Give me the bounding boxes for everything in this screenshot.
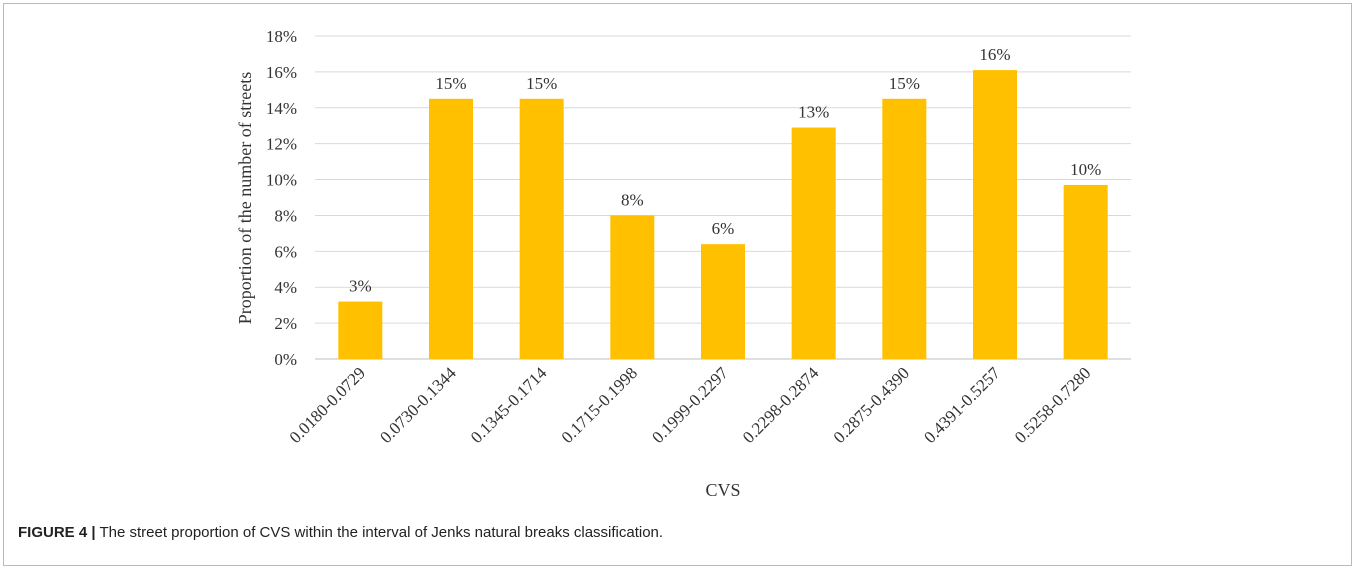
x-tick-label: 0.1715-0.1998 xyxy=(558,363,642,447)
caption-label: FIGURE 4 | xyxy=(18,524,96,541)
x-tick-label: 0.0730-0.1344 xyxy=(376,363,460,447)
bar xyxy=(882,98,927,360)
y-tick-label: 12% xyxy=(266,135,297,154)
x-axis-label: CVS xyxy=(705,480,740,500)
bar xyxy=(973,70,1017,359)
bar-chart: 0% 2% 4% 6% 8% 10% 12% 14% 16% 18% 3% 15% 15% 8% 6% 13… xyxy=(235,27,1131,500)
caption-text: The street proportion of CVS within the … xyxy=(99,524,664,541)
bar xyxy=(610,215,655,359)
bar xyxy=(429,98,473,360)
x-tick-label: 0.5258-0.7280 xyxy=(1011,363,1095,447)
x-axis-tick-labels: 0.0180-0.0729 0.0730-0.1344 0.1345-0.1714 0… xyxy=(286,363,1095,447)
data-labels: 3% 15% 15% 8% 6% 13% 15% 16% 10% xyxy=(349,45,1101,295)
figure-caption: FIGURE 4 | The street proportion of CVS … xyxy=(18,524,663,541)
data-label: 13% xyxy=(798,103,829,122)
data-label: 10% xyxy=(1070,160,1101,179)
y-tick-label: 10% xyxy=(266,171,297,190)
bar xyxy=(701,244,745,359)
data-label: 6% xyxy=(712,219,735,238)
y-tick-label: 16% xyxy=(266,63,297,82)
data-label: 15% xyxy=(526,74,557,93)
data-label: 3% xyxy=(349,277,372,296)
y-tick-label: 4% xyxy=(274,278,297,297)
x-tick-label: 0.2298-0.2874 xyxy=(739,363,823,447)
y-tick-label: 0% xyxy=(274,350,297,369)
y-axis-tick-labels: 0% 2% 4% 6% 8% 10% 12% 14% 16% 18% xyxy=(266,27,297,369)
y-tick-label: 18% xyxy=(266,27,297,46)
data-label: 15% xyxy=(435,74,466,93)
y-axis-label: Proportion of the number of streets xyxy=(235,72,255,324)
y-tick-label: 8% xyxy=(274,206,297,225)
x-tick-label: 0.0180-0.0729 xyxy=(286,363,370,447)
data-label: 16% xyxy=(979,45,1010,64)
bars xyxy=(338,70,1108,360)
x-tick-label: 0.2875-0.4390 xyxy=(830,363,914,447)
bar xyxy=(1063,184,1108,359)
y-tick-label: 6% xyxy=(274,242,297,261)
bar xyxy=(791,127,836,360)
y-tick-label: 2% xyxy=(274,314,297,333)
data-label: 8% xyxy=(621,190,644,209)
x-tick-label: 0.1999-0.2297 xyxy=(648,363,732,447)
x-tick-label: 0.4391-0.5257 xyxy=(920,363,1004,447)
x-tick-label: 0.1345-0.1714 xyxy=(467,363,551,447)
data-label: 15% xyxy=(889,74,920,93)
bar xyxy=(519,98,564,360)
y-tick-label: 14% xyxy=(266,99,297,118)
bar xyxy=(338,301,383,359)
figure-frame xyxy=(3,3,1352,566)
